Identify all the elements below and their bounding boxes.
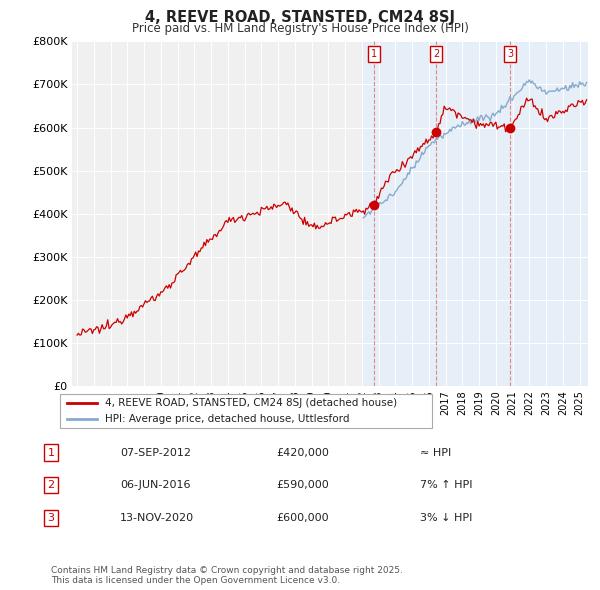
Text: £600,000: £600,000 — [276, 513, 329, 523]
Text: HPI: Average price, detached house, Uttlesford: HPI: Average price, detached house, Uttl… — [104, 414, 349, 424]
Text: 1: 1 — [371, 49, 377, 59]
Text: 7% ↑ HPI: 7% ↑ HPI — [420, 480, 473, 490]
Bar — [362, 41, 588, 386]
Text: 1: 1 — [47, 448, 55, 457]
Text: 3: 3 — [508, 49, 514, 59]
Text: £590,000: £590,000 — [276, 480, 329, 490]
FancyBboxPatch shape — [60, 394, 432, 428]
Text: ≈ HPI: ≈ HPI — [420, 448, 451, 457]
Text: 2: 2 — [47, 480, 55, 490]
Text: 4, REEVE ROAD, STANSTED, CM24 8SJ: 4, REEVE ROAD, STANSTED, CM24 8SJ — [145, 10, 455, 25]
Text: 07-SEP-2012: 07-SEP-2012 — [120, 448, 191, 457]
Text: Price paid vs. HM Land Registry's House Price Index (HPI): Price paid vs. HM Land Registry's House … — [131, 22, 469, 35]
Text: 13-NOV-2020: 13-NOV-2020 — [120, 513, 194, 523]
Text: £420,000: £420,000 — [276, 448, 329, 457]
Text: 3: 3 — [47, 513, 55, 523]
Text: 4, REEVE ROAD, STANSTED, CM24 8SJ (detached house): 4, REEVE ROAD, STANSTED, CM24 8SJ (detac… — [104, 398, 397, 408]
Text: 3% ↓ HPI: 3% ↓ HPI — [420, 513, 472, 523]
Text: 2: 2 — [433, 49, 439, 59]
Text: Contains HM Land Registry data © Crown copyright and database right 2025.
This d: Contains HM Land Registry data © Crown c… — [51, 566, 403, 585]
Text: 06-JUN-2016: 06-JUN-2016 — [120, 480, 191, 490]
